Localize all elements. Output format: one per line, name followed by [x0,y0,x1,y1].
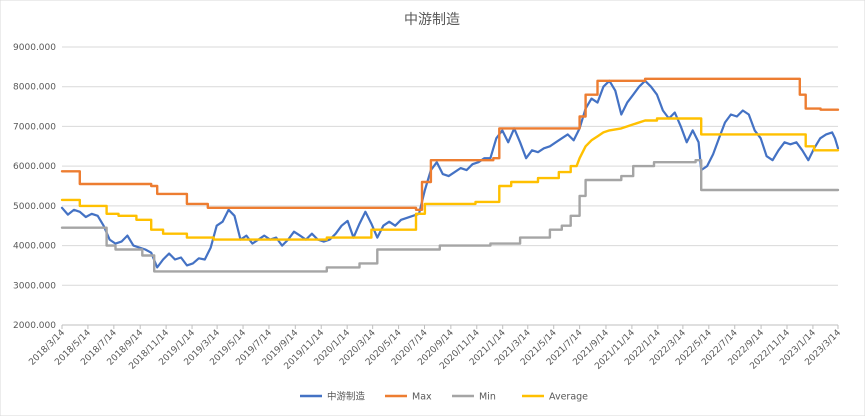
y-axis: 2000.000 3000.000 4000.000 5000.000 6000.000… [13,43,56,331]
legend-label: Average [549,392,588,403]
y-tick-label: 9000.000 [13,43,56,53]
chart-title: 中游制造 [404,12,460,28]
legend-entry: Max [385,392,432,403]
legend: 中游制造 Max Min Average [300,391,588,403]
y-tick-label: 8000.000 [13,83,56,93]
y-tick-label: 5000.000 [13,202,56,212]
legend-label: Min [479,392,496,403]
y-tick-label: 6000.000 [13,162,56,172]
series-lines [60,77,840,273]
y-tick-label: 4000.000 [13,242,56,252]
series-line [60,117,840,241]
legend-entry: 中游制造 [300,391,366,403]
y-tick-label: 7000.000 [13,122,56,132]
y-tick-label: 3000.000 [13,281,56,291]
legend-entry: Min [452,392,496,403]
series-line [60,79,840,269]
y-tick-label: 2000.000 [13,321,56,331]
series-line [60,158,840,273]
series-line [60,77,840,212]
legend-label: Max [412,392,432,403]
legend-label: 中游制造 [327,391,366,403]
legend-entry: Average [522,392,588,403]
